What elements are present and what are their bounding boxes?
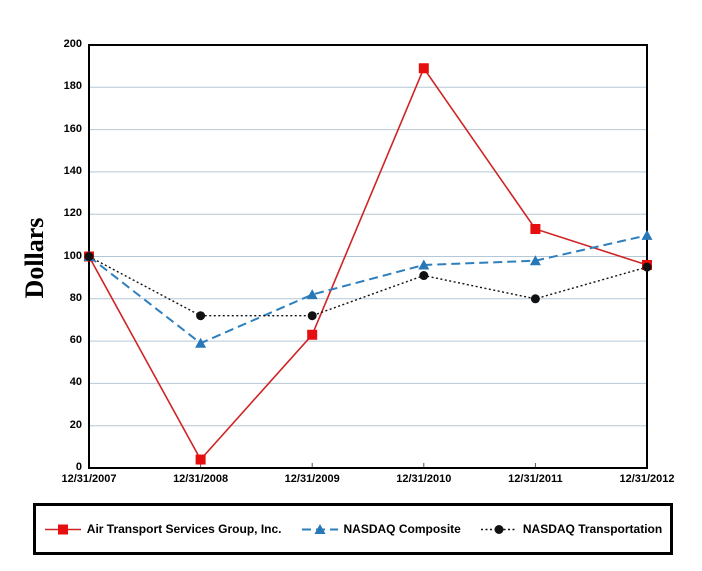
legend-label: NASDAQ Composite	[343, 522, 461, 536]
legend-swatch	[44, 524, 81, 534]
x-tick-label: 12/31/2011	[508, 473, 563, 485]
data-point-square	[195, 454, 206, 465]
y-tick-label: 0	[75, 461, 82, 473]
data-point-circle	[419, 271, 429, 281]
data-point-square	[530, 224, 541, 235]
data-point-triangle	[306, 289, 318, 300]
y-tick-label: 60	[69, 334, 82, 347]
data-point-triangle	[195, 337, 207, 348]
legend-swatch	[301, 523, 338, 534]
y-tick-label: 160	[63, 122, 82, 135]
data-point-triangle	[641, 229, 653, 240]
legend-label: NASDAQ Transportation	[522, 522, 663, 536]
data-point-square	[418, 63, 429, 74]
data-point-circle	[530, 294, 540, 304]
x-tick-label: 12/31/2012	[619, 473, 675, 485]
x-tick-label: 12/31/2010	[396, 473, 452, 485]
data-point-triangle	[314, 523, 326, 534]
y-tick-label: 40	[69, 376, 82, 389]
y-tick-label: 120	[63, 207, 82, 220]
data-point-square	[57, 524, 68, 534]
y-tick-label: 20	[69, 418, 82, 431]
legend-item-2: NASDAQ Transportation	[480, 522, 662, 536]
legend-item-0: Air Transport Services Group, Inc.	[44, 522, 282, 536]
legend-label: Air Transport Services Group, Inc.	[86, 522, 282, 536]
data-point-circle	[84, 252, 94, 261]
data-point-circle	[196, 311, 206, 321]
y-tick-label: 200	[63, 38, 82, 50]
x-tick-label: 12/31/2007	[61, 473, 117, 485]
x-tick-label: 12/31/2008	[173, 473, 229, 485]
data-point-circle	[494, 524, 504, 534]
legend-item-1: NASDAQ Composite	[301, 522, 461, 536]
series-line-0	[88, 66, 648, 461]
y-tick-label: 140	[63, 164, 82, 177]
legend-swatch	[480, 524, 517, 534]
data-point-triangle	[529, 255, 541, 266]
y-tick-label: 180	[63, 80, 82, 93]
x-tick-label: 12/31/2009	[284, 473, 340, 485]
data-point-triangle	[418, 259, 430, 270]
data-point-circle	[307, 311, 317, 321]
data-point-square	[307, 329, 318, 340]
legend: Air Transport Services Group, Inc. NASDAQ…	[33, 503, 673, 555]
data-point-circle	[642, 262, 652, 272]
y-tick-label: 80	[69, 291, 82, 304]
series-line-1	[88, 234, 648, 345]
y-tick-label: 100	[63, 249, 82, 262]
series-line-2	[88, 255, 648, 317]
